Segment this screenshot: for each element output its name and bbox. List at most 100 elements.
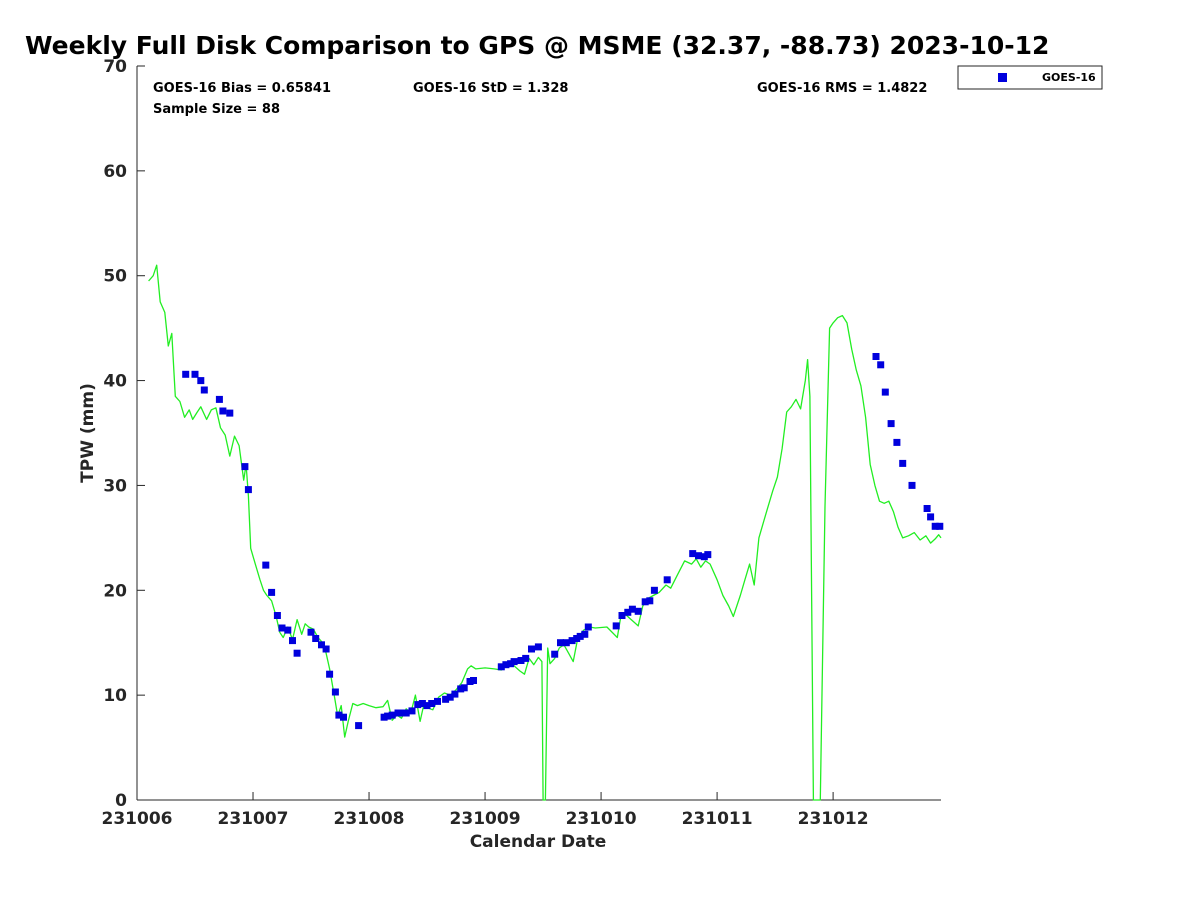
goes16-point (887, 420, 895, 428)
goes16-point (646, 597, 654, 605)
goes16-point (307, 628, 315, 636)
goes16-point (618, 612, 626, 619)
goes16-point (182, 370, 190, 378)
goes16-point (872, 353, 880, 360)
goes16-point (568, 637, 576, 645)
goes16-point (522, 654, 530, 662)
x-tick-label: 231011 (682, 809, 753, 829)
bias-stat: GOES-16 Bias = 0.65841 (153, 81, 331, 96)
goes16-point (641, 598, 649, 606)
goes16-point (312, 635, 320, 642)
y-tick-label: 20 (103, 581, 127, 601)
goes16-point (418, 700, 426, 707)
axes: 231006 231007 231008 231009 231010 231011 2310… (102, 57, 941, 829)
goes16-point (881, 388, 889, 396)
x-tick-label: 231007 (218, 809, 289, 829)
goes16-point (340, 713, 347, 721)
goes16-point (899, 459, 907, 467)
goes16-point (551, 650, 559, 658)
goes16-point (534, 643, 542, 651)
x-tick-label: 231009 (450, 809, 521, 829)
y-tick-label: 50 (103, 267, 127, 287)
x-tick-label: 231012 (798, 809, 869, 829)
goes16-point (434, 697, 441, 705)
goes16-point (517, 657, 525, 664)
y-axis-label: TPW (mm) (78, 383, 98, 483)
goes16-point (650, 586, 658, 594)
goes16-point (322, 645, 330, 653)
goes16-point (268, 588, 276, 596)
goes16-point (289, 637, 296, 645)
goes16-point (200, 386, 208, 394)
std-stat: GOES-16 StD = 1.328 (413, 81, 568, 96)
goes16-point (510, 658, 518, 666)
goes16-point (931, 522, 939, 530)
goes16-point (226, 409, 234, 417)
goes16-point (191, 370, 199, 378)
goes16-point (451, 690, 459, 698)
goes16-point (284, 626, 292, 634)
goes16-point (384, 712, 392, 720)
goes16-point (689, 550, 697, 558)
goes16-point (278, 624, 286, 632)
goes16-point (584, 623, 592, 631)
goes16-point (893, 438, 901, 446)
goes16-point (576, 632, 584, 640)
goes16-point (326, 670, 334, 678)
sample-size-stat: Sample Size = 88 (153, 102, 280, 117)
chart-title: Weekly Full Disk Comparison to GPS @ MSM… (25, 31, 1049, 60)
goes16-point (388, 711, 396, 719)
goes16-point (423, 702, 431, 710)
goes16-point (428, 700, 436, 707)
x-axis-label: Calendar Date (470, 832, 607, 852)
goes16-point (663, 576, 671, 584)
goes16-point (335, 711, 343, 719)
legend-label-goes16: GOES-16 (1042, 71, 1096, 84)
goes16-point (695, 552, 702, 560)
goes16-series (182, 353, 944, 730)
goes16-point (557, 639, 564, 647)
goes16-point (927, 513, 935, 521)
goes16-point (634, 607, 642, 615)
legend-marker-goes16 (998, 73, 1007, 82)
gps-series (148, 264, 942, 801)
goes16-point (318, 641, 325, 649)
y-tick-label: 70 (103, 57, 127, 77)
goes16-point (398, 709, 405, 717)
goes16-point (215, 395, 223, 403)
gps-line (148, 264, 942, 801)
goes16-point (612, 622, 620, 630)
y-tick-label: 30 (103, 476, 127, 496)
goes16-point (402, 709, 410, 717)
goes16-point (704, 551, 712, 559)
goes16-point (262, 561, 270, 569)
goes16-point (936, 522, 944, 530)
x-tick-label: 231006 (102, 809, 173, 829)
goes16-point (414, 701, 422, 709)
y-tick-label: 0 (115, 791, 127, 811)
rms-stat: GOES-16 RMS = 1.4822 (757, 81, 927, 96)
goes16-point (528, 645, 535, 653)
legend-box (957, 65, 1103, 90)
goes16-point (446, 693, 454, 701)
goes16-point (502, 661, 510, 669)
y-tick-label: 60 (103, 162, 127, 182)
y-tick-label: 40 (103, 372, 127, 392)
goes16-point (628, 605, 636, 613)
x-tick-label: 231010 (566, 809, 637, 829)
goes16-point (470, 677, 477, 684)
goes16-point (273, 612, 281, 619)
legend: GOES-16 (957, 65, 1103, 90)
goes16-point (877, 361, 885, 369)
goes16-point (331, 688, 339, 696)
goes16-point (624, 608, 632, 616)
x-tick-label: 231008 (334, 809, 405, 829)
y-tick-label: 10 (103, 686, 127, 706)
goes16-point (442, 695, 450, 703)
goes16-point (923, 505, 931, 512)
goes16-point (197, 377, 205, 385)
goes16-point (293, 649, 301, 657)
goes16-point (355, 722, 363, 730)
goes16-point (460, 684, 468, 692)
